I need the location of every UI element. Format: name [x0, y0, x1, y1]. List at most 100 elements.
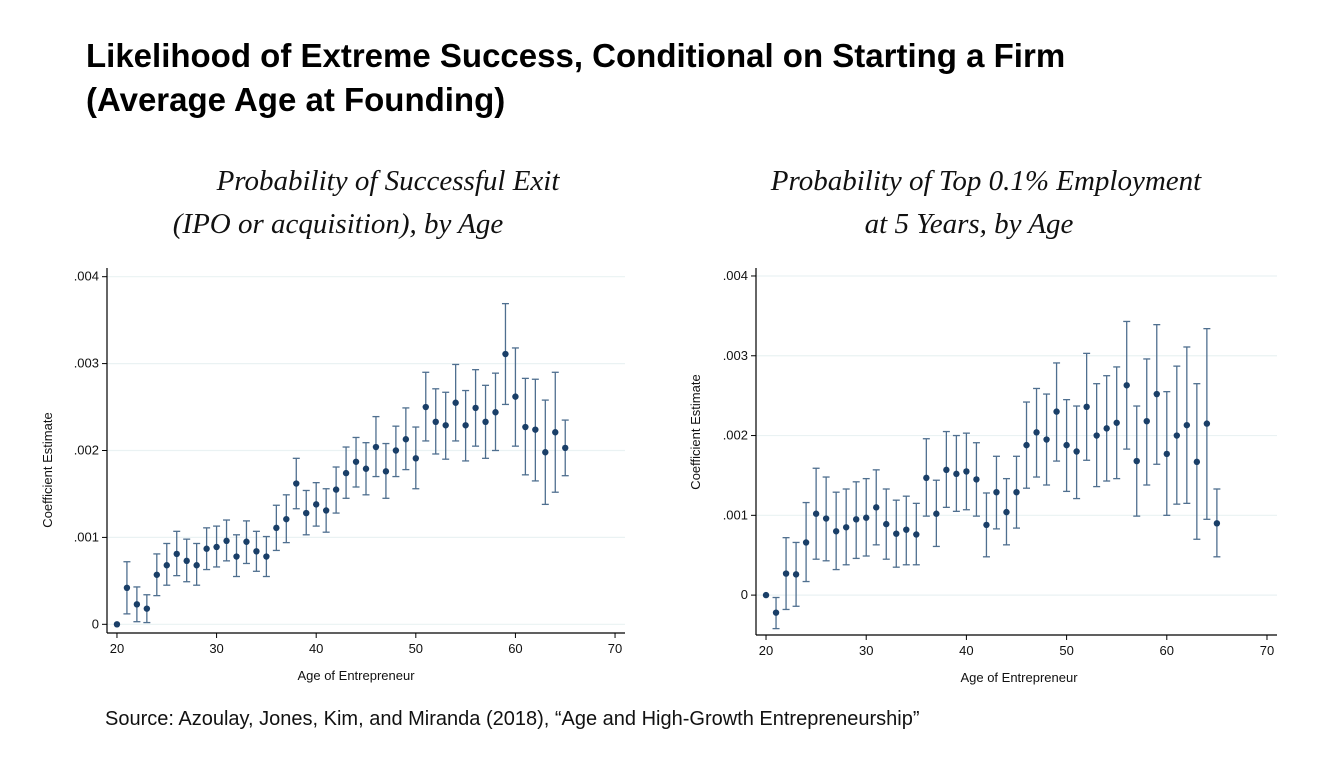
x-tick-label: 20	[110, 641, 124, 656]
x-tick-label: 60	[508, 641, 522, 656]
data-point	[432, 418, 439, 426]
y-axis-label: Coefficient Estimate	[40, 412, 55, 527]
data-point	[273, 524, 280, 532]
data-point	[312, 501, 320, 508]
data-point	[213, 543, 220, 551]
data-point	[203, 545, 210, 552]
data-point	[382, 468, 390, 475]
data-point	[1043, 436, 1050, 443]
y-tick-label: .004	[74, 269, 99, 284]
data-point	[422, 403, 429, 411]
data-point	[452, 399, 459, 406]
data-point	[913, 531, 920, 538]
chart-subtitle-line-2: (IPO or acquisition), by Age	[173, 208, 504, 240]
x-tick-label: 30	[859, 643, 873, 658]
page-title-line-1: Likelihood of Extreme Success, Condition…	[86, 37, 1066, 74]
data-point	[352, 458, 360, 465]
data-point	[883, 520, 890, 528]
x-tick-label: 50	[409, 641, 423, 656]
data-point	[123, 584, 131, 592]
data-point	[322, 507, 330, 514]
data-point	[812, 510, 820, 517]
y-tick-label: .003	[74, 356, 99, 371]
page-title: Likelihood of Extreme Success, Condition…	[86, 34, 1065, 122]
data-point	[1143, 417, 1150, 425]
data-point	[243, 538, 250, 545]
x-tick-label: 40	[309, 641, 323, 656]
data-point	[402, 436, 410, 443]
data-point	[893, 530, 900, 537]
data-point	[542, 449, 549, 456]
x-tick-label: 20	[759, 643, 773, 658]
data-point	[953, 470, 960, 478]
chart-subtitle-line-1: Probability of Successful Exit	[216, 165, 561, 197]
data-point	[863, 514, 870, 521]
data-point	[963, 468, 970, 475]
y-tick-label: 0	[92, 616, 99, 631]
data-point	[1193, 458, 1201, 466]
data-point	[1173, 432, 1181, 439]
data-point	[1183, 421, 1191, 429]
data-point	[1133, 457, 1140, 465]
data-point	[412, 455, 420, 462]
data-point	[933, 510, 940, 517]
data-point	[973, 476, 980, 483]
data-point	[1113, 419, 1120, 426]
data-point	[1083, 403, 1090, 411]
data-point	[1063, 441, 1070, 449]
data-point	[303, 509, 310, 517]
data-point	[852, 516, 860, 523]
data-point	[923, 474, 930, 482]
data-point	[943, 466, 950, 474]
data-point	[223, 537, 230, 545]
x-tick-label: 40	[959, 643, 973, 658]
data-point	[482, 418, 489, 426]
y-tick-label: .004	[723, 268, 748, 283]
x-tick-label: 70	[1260, 643, 1274, 658]
data-point	[372, 443, 380, 451]
data-point	[193, 562, 200, 569]
data-point	[1053, 408, 1060, 415]
data-point	[502, 350, 509, 358]
data-point	[532, 426, 539, 433]
chart-subtitle-line-1: Probability of Top 0.1% Employment	[770, 165, 1202, 197]
data-point	[263, 553, 270, 560]
y-tick-label: .002	[74, 443, 99, 458]
data-point	[442, 422, 449, 429]
data-point	[792, 571, 800, 578]
y-axis-label: Coefficient Estimate	[688, 374, 703, 489]
y-tick-label: .002	[723, 428, 748, 443]
data-point	[462, 422, 469, 429]
data-point	[842, 524, 850, 531]
data-point	[802, 539, 810, 546]
data-point	[762, 591, 770, 599]
data-point	[772, 609, 780, 616]
data-point	[1093, 432, 1100, 439]
data-point	[1073, 448, 1080, 455]
chart-top-employment: Probability of Top 0.1% Employment at 5 …	[688, 165, 1277, 685]
data-point	[562, 444, 569, 452]
data-point	[163, 562, 170, 569]
x-tick-label: 30	[209, 641, 223, 656]
data-point	[233, 553, 240, 560]
data-point	[1213, 520, 1221, 527]
chart-subtitle-line-2: at 5 Years, by Age	[865, 208, 1074, 240]
data-point	[342, 469, 350, 477]
data-point	[492, 409, 499, 416]
data-point	[1003, 508, 1010, 516]
source-note: Source: Azoulay, Jones, Kim, and Miranda…	[105, 708, 920, 730]
x-tick-label: 60	[1160, 643, 1174, 658]
data-point	[253, 548, 260, 555]
data-point	[1013, 488, 1020, 496]
x-axis-label: Age of Entrepreneur	[297, 668, 415, 683]
x-tick-label: 70	[608, 641, 622, 656]
data-point	[1153, 390, 1160, 398]
data-point	[153, 571, 161, 578]
data-point	[782, 570, 790, 577]
data-point	[133, 601, 141, 608]
data-point	[832, 528, 840, 535]
page-title-line-2: (Average Age at Founding)	[86, 81, 506, 118]
x-tick-label: 50	[1059, 643, 1073, 658]
data-point	[362, 465, 370, 472]
data-point	[1163, 450, 1170, 458]
